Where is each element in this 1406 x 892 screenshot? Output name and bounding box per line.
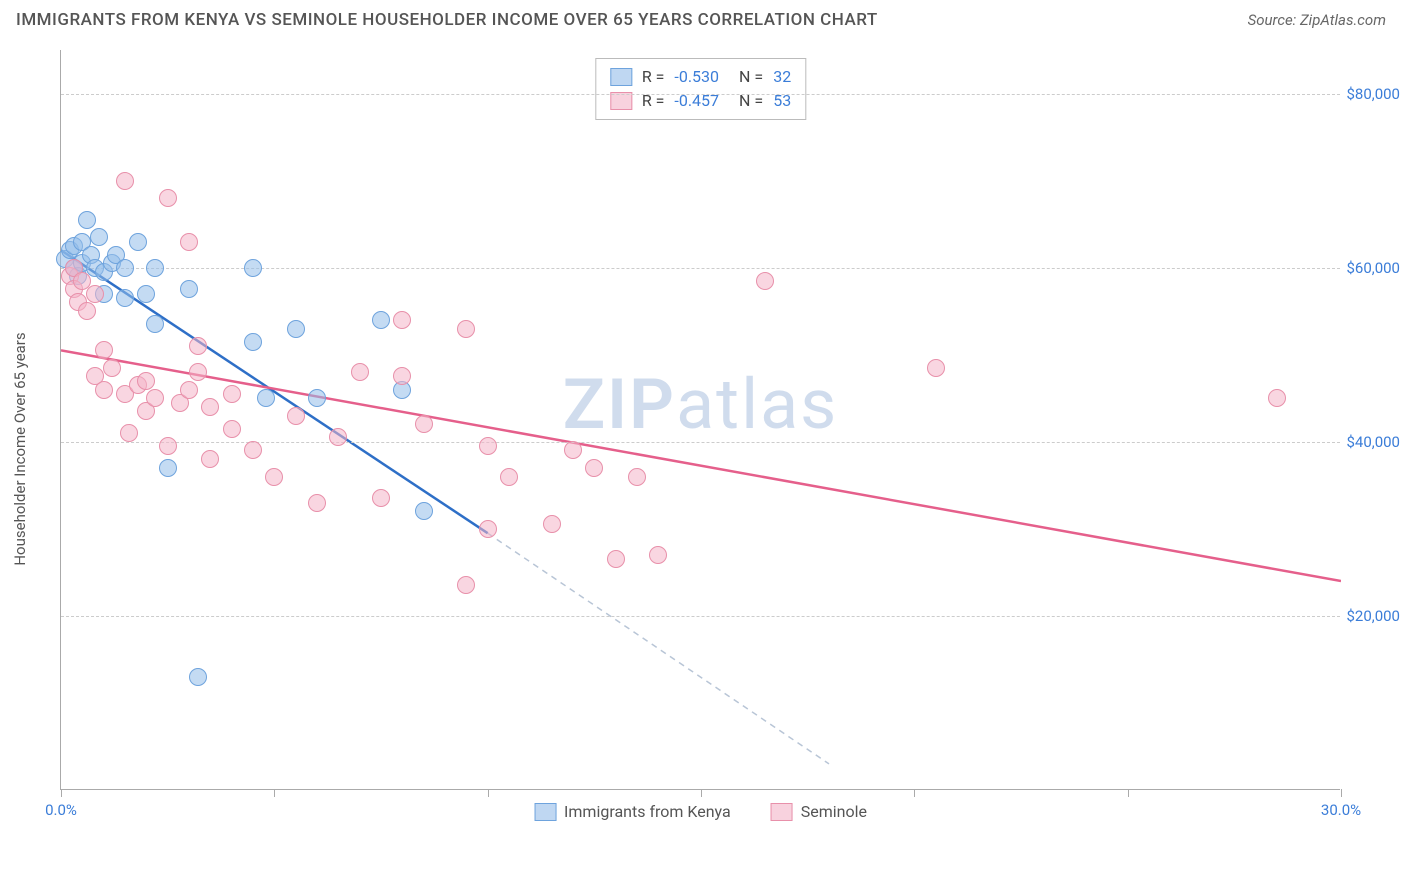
x-tick [274,789,275,797]
scatter-point [244,333,262,351]
x-tick [1341,789,1342,797]
scatter-point [137,372,155,390]
scatter-point [90,228,108,246]
scatter-point [201,398,219,416]
scatter-point [372,311,390,329]
scatter-point [103,359,121,377]
scatter-point [129,233,147,251]
scatter-point [95,341,113,359]
scatter-point [159,189,177,207]
legend-item-seminole: Seminole [771,802,867,821]
swatch-blue-icon [534,803,556,821]
x-tick [1128,789,1129,797]
scatter-point [479,520,497,538]
correlation-chart: Householder Income Over 65 years ZIPatla… [50,50,1390,830]
swatch-pink-icon [610,92,632,110]
watermark: ZIPatlas [563,364,839,446]
x-tick [701,789,702,797]
source-attribution: Source: ZipAtlas.com [1248,11,1386,29]
scatter-point [457,576,475,594]
scatter-point [415,415,433,433]
scatter-point [649,546,667,564]
x-tick [914,789,915,797]
scatter-point [415,502,433,520]
scatter-point [351,363,369,381]
scatter-point [393,367,411,385]
scatter-point [585,459,603,477]
scatter-point [120,424,138,442]
scatter-point [146,389,164,407]
scatter-point [308,494,326,512]
scatter-point [78,211,96,229]
r-label: R = [642,65,665,89]
scatter-point [244,259,262,277]
scatter-point [244,441,262,459]
x-tick [61,789,62,797]
scatter-point [180,280,198,298]
r-value-kenya: -0.530 [674,65,719,89]
legend-item-kenya: Immigrants from Kenya [534,802,731,821]
scatter-point [137,285,155,303]
scatter-point [372,489,390,507]
scatter-point [628,468,646,486]
scatter-point [457,320,475,338]
scatter-point [159,437,177,455]
scatter-point [86,285,104,303]
scatter-point [500,468,518,486]
gridline [61,616,1340,617]
scatter-point [146,259,164,277]
scatter-point [265,468,283,486]
scatter-point [201,450,219,468]
y-tick-label: $80,000 [1346,85,1400,103]
trend-lines [61,50,1341,790]
page-title: IMMIGRANTS FROM KENYA VS SEMINOLE HOUSEH… [16,10,878,30]
swatch-blue-icon [610,68,632,86]
n-value-kenya: 32 [773,65,791,89]
scatter-point [146,315,164,333]
n-label: N = [739,65,763,89]
swatch-pink-icon [771,803,793,821]
plot-area: ZIPatlas R = -0.530 N = 32 R = -0.457 N … [60,50,1340,790]
scatter-point [189,337,207,355]
scatter-point [116,172,134,190]
scatter-point [189,668,207,686]
x-tick [488,789,489,797]
scatter-point [287,320,305,338]
scatter-point [564,441,582,459]
scatter-point [543,515,561,533]
y-axis-label: Householder Income Over 65 years [11,332,29,565]
x-tick-label: 0.0% [45,801,77,819]
scatter-point [257,389,275,407]
legend-series: Immigrants from Kenya Seminole [534,802,867,821]
x-tick-label: 30.0% [1321,801,1361,819]
legend-row-kenya: R = -0.530 N = 32 [610,65,791,89]
y-tick-label: $60,000 [1346,259,1400,277]
scatter-point [189,363,207,381]
scatter-point [308,389,326,407]
scatter-point [159,459,177,477]
scatter-point [329,428,347,446]
scatter-point [223,420,241,438]
legend-label-kenya: Immigrants from Kenya [564,802,731,821]
scatter-point [1268,389,1286,407]
scatter-point [223,385,241,403]
header: IMMIGRANTS FROM KENYA VS SEMINOLE HOUSEH… [0,0,1406,35]
scatter-point [116,289,134,307]
scatter-point [756,272,774,290]
scatter-point [287,407,305,425]
y-tick-label: $40,000 [1346,433,1400,451]
scatter-point [393,311,411,329]
gridline [61,94,1340,95]
scatter-point [180,233,198,251]
y-tick-label: $20,000 [1346,607,1400,625]
scatter-point [180,381,198,399]
legend-label-seminole: Seminole [801,802,867,821]
scatter-point [479,437,497,455]
scatter-point [95,381,113,399]
scatter-point [607,550,625,568]
scatter-point [116,259,134,277]
scatter-point [927,359,945,377]
legend-stats: R = -0.530 N = 32 R = -0.457 N = 53 [595,58,806,120]
scatter-point [78,302,96,320]
